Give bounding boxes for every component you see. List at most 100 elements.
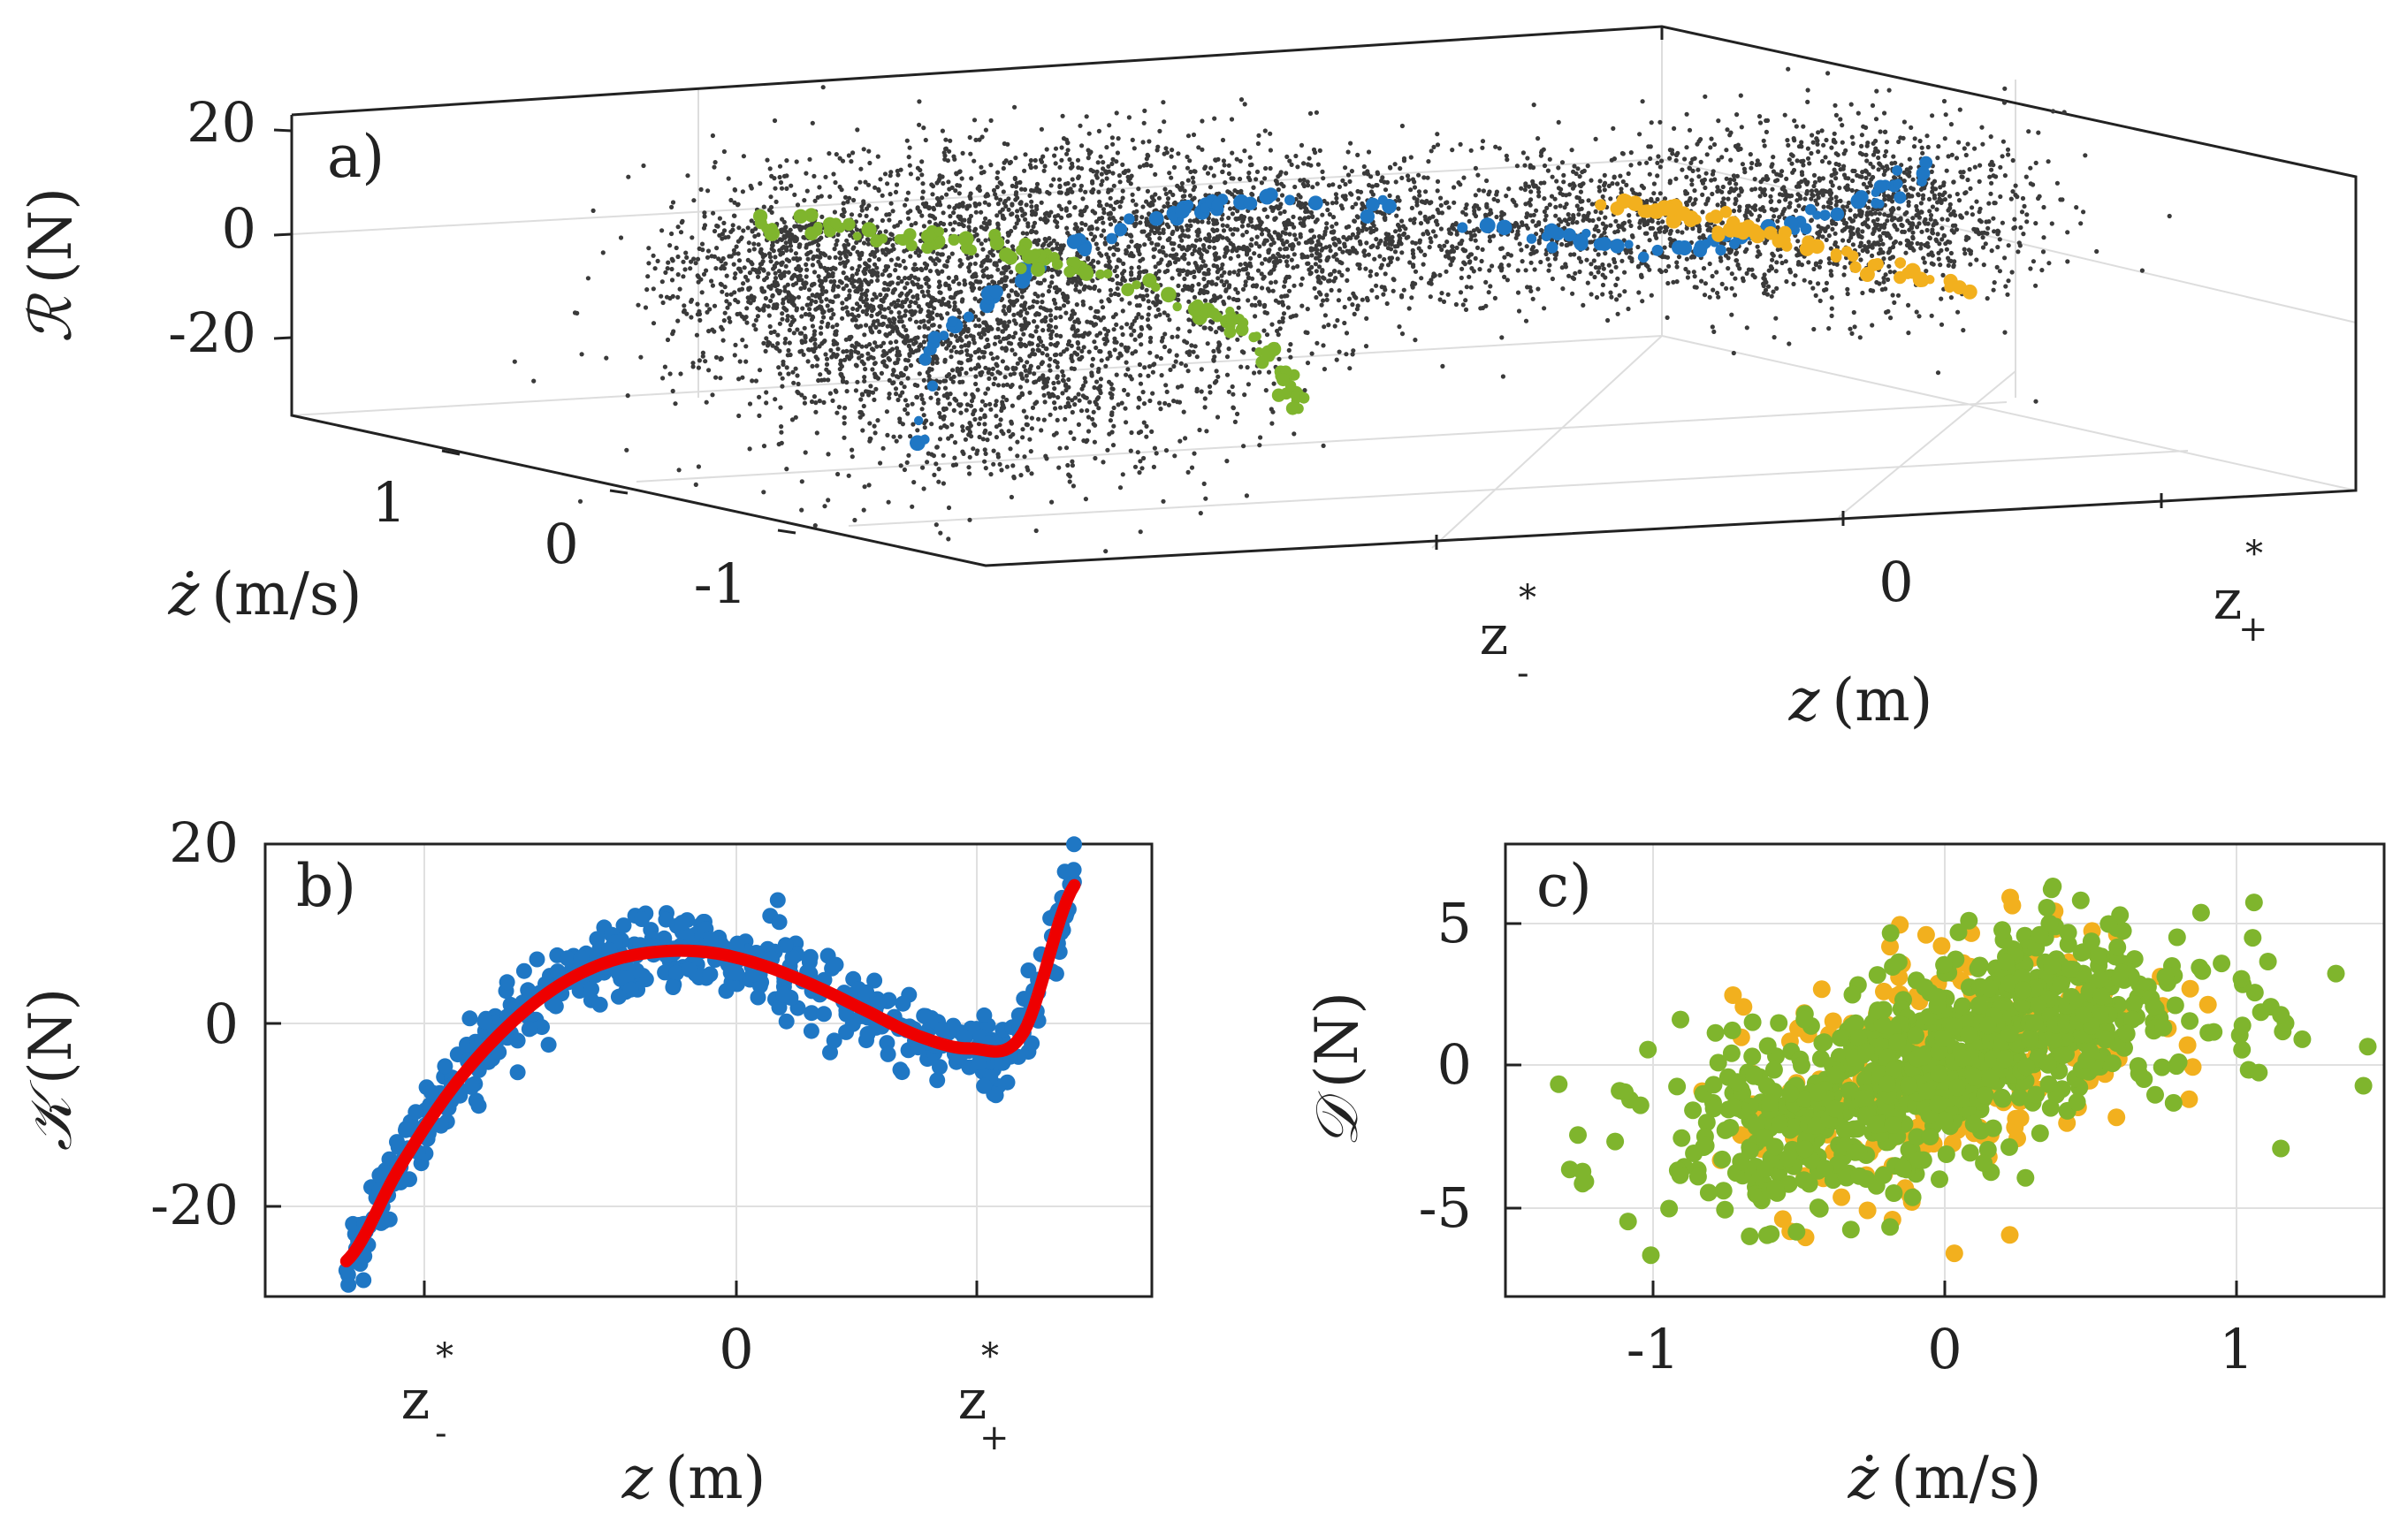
cloud-point bbox=[933, 391, 939, 396]
cloud-point bbox=[826, 498, 831, 503]
cloud-point bbox=[755, 274, 761, 279]
cloud-point bbox=[1165, 262, 1170, 268]
cloud-point bbox=[1547, 202, 1552, 208]
cloud-point bbox=[1409, 295, 1414, 300]
cloud-point bbox=[1128, 277, 1133, 283]
cloud-point bbox=[759, 288, 765, 293]
cloud-point bbox=[990, 356, 995, 361]
cloud-point bbox=[1566, 273, 1572, 278]
cloud-point bbox=[1391, 288, 1396, 293]
cloud-point bbox=[1260, 285, 1265, 291]
cloud-point bbox=[1156, 195, 1162, 201]
cloud-point bbox=[1150, 369, 1155, 375]
cloud-point bbox=[1829, 306, 1834, 311]
cloud-point bbox=[740, 189, 746, 194]
cloud-point bbox=[840, 158, 846, 164]
cloud-point bbox=[926, 326, 931, 331]
cloud-point bbox=[922, 421, 927, 426]
cloud-point bbox=[1129, 239, 1134, 244]
cloud-point bbox=[1553, 204, 1558, 209]
cloud-point bbox=[1139, 429, 1144, 435]
cloud-point bbox=[1494, 192, 1499, 197]
cloud-point bbox=[1406, 178, 1412, 183]
cloud-point bbox=[1207, 245, 1212, 250]
cloud-point bbox=[1715, 202, 1720, 208]
cloud-point bbox=[1461, 260, 1467, 265]
cloud-point bbox=[958, 361, 964, 366]
cloud-point bbox=[783, 240, 789, 246]
cloud-point bbox=[860, 308, 865, 315]
cloud-point bbox=[1012, 224, 1017, 230]
cloud-point bbox=[1109, 293, 1114, 298]
cloud-point bbox=[676, 468, 682, 473]
cloud-point bbox=[1235, 411, 1240, 416]
cloud-point bbox=[872, 254, 877, 259]
cloud-point bbox=[768, 259, 773, 264]
cloud-point bbox=[1515, 268, 1520, 273]
cloud-point bbox=[903, 407, 908, 413]
cloud-point bbox=[860, 428, 865, 433]
cloud-point bbox=[1330, 182, 1336, 187]
cloud-point bbox=[903, 265, 908, 270]
cloud-point bbox=[983, 391, 988, 396]
cloud-point bbox=[1666, 263, 1672, 269]
cloud-point bbox=[1659, 158, 1665, 164]
cloud-point bbox=[1360, 297, 1365, 302]
cloud-point bbox=[774, 302, 780, 308]
cloud-point bbox=[1095, 260, 1101, 265]
cloud-point bbox=[1603, 251, 1608, 256]
cloud-point bbox=[1536, 238, 1542, 243]
cloud-point bbox=[1071, 483, 1076, 489]
cloud-point bbox=[977, 323, 982, 329]
cloud-point bbox=[678, 230, 684, 235]
cloud-point bbox=[1330, 215, 1337, 220]
cloud-point bbox=[1626, 306, 1631, 312]
cloud-point bbox=[733, 297, 738, 303]
cloud-point bbox=[1224, 236, 1230, 241]
cloud-point bbox=[845, 249, 850, 255]
cloud-point bbox=[1242, 102, 1247, 107]
cloud-point bbox=[973, 381, 979, 387]
cloud-point bbox=[907, 353, 912, 358]
cloud-point bbox=[1176, 293, 1181, 298]
cloud-point bbox=[1724, 176, 1729, 181]
cloud-point bbox=[709, 278, 714, 284]
cloud-point bbox=[944, 392, 949, 397]
cloud-point bbox=[1079, 386, 1085, 392]
cloud-point bbox=[1011, 474, 1017, 480]
cloud-point bbox=[830, 398, 835, 403]
cloud-point bbox=[842, 245, 848, 250]
cloud-point bbox=[1611, 125, 1616, 131]
cloud-point bbox=[993, 335, 998, 340]
cloud-point bbox=[1255, 268, 1261, 273]
cloud-point bbox=[1011, 312, 1017, 317]
cloud-point bbox=[1389, 247, 1394, 252]
cloud-point bbox=[1406, 234, 1411, 240]
cloud-point bbox=[1484, 203, 1490, 209]
cloud-point bbox=[921, 318, 926, 323]
cloud-point bbox=[960, 379, 965, 384]
cloud-point bbox=[1240, 267, 1246, 272]
cloud-point bbox=[786, 292, 792, 298]
cloud-point bbox=[812, 254, 817, 260]
cloud-point bbox=[802, 198, 807, 203]
cloud-point bbox=[1033, 312, 1039, 317]
cloud-point bbox=[844, 389, 850, 394]
cloud-point bbox=[1299, 303, 1305, 308]
cloud-point bbox=[1435, 222, 1440, 227]
cloud-point bbox=[984, 266, 989, 271]
cloud-point bbox=[987, 376, 992, 381]
cloud-point bbox=[1559, 160, 1566, 165]
cloud-point bbox=[646, 261, 652, 266]
cloud-point bbox=[1688, 160, 1694, 165]
cloud-point bbox=[705, 248, 712, 254]
cloud-point bbox=[1603, 275, 1608, 280]
cloud-point bbox=[1422, 214, 1428, 219]
cloud-point bbox=[927, 269, 933, 274]
cloud-point bbox=[831, 171, 836, 177]
cloud-point bbox=[1279, 294, 1284, 300]
cloud-point bbox=[1556, 186, 1561, 191]
cloud-point bbox=[1035, 343, 1040, 348]
cloud-point bbox=[874, 344, 880, 349]
cloud-point bbox=[855, 379, 860, 384]
